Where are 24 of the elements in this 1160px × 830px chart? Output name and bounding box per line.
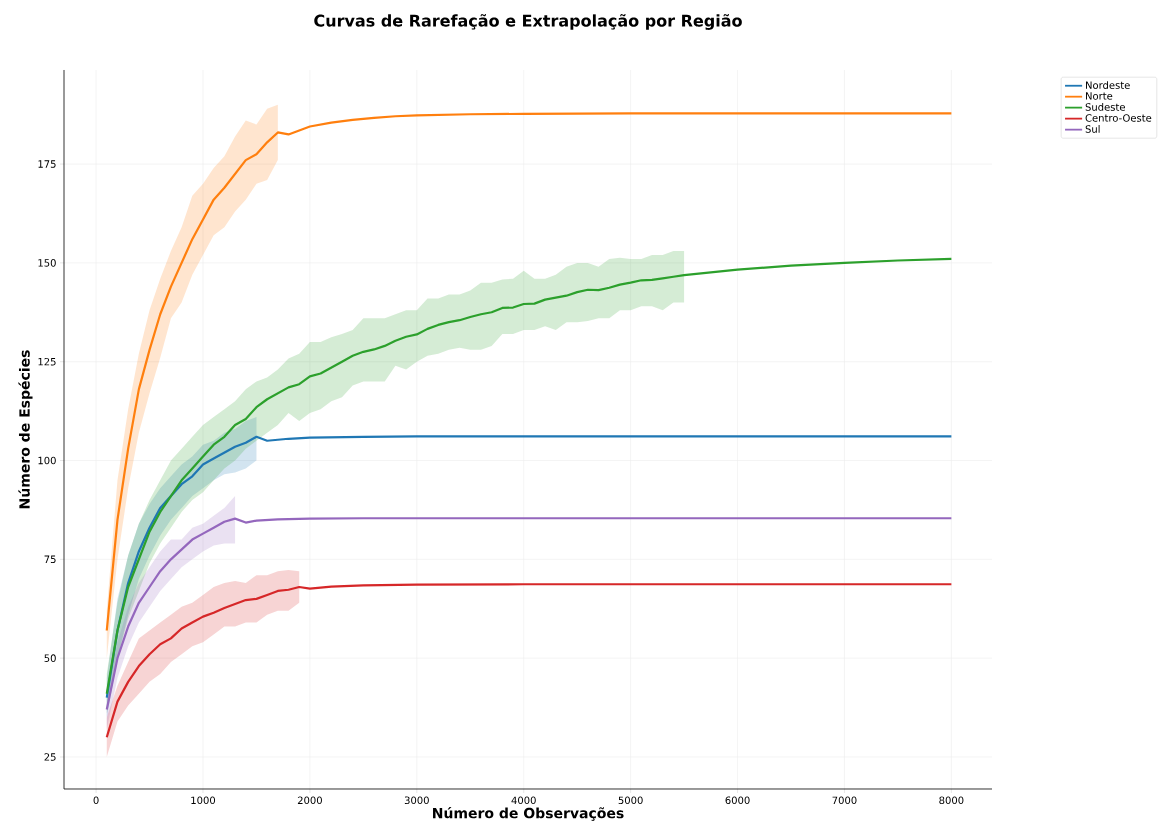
x-tick-label: 5000 [618, 796, 643, 805]
legend-label: Norte [1086, 92, 1113, 100]
y-tick-label: 25 [44, 753, 56, 761]
x-tick-label: 8000 [939, 796, 964, 805]
y-tick-label: 150 [38, 259, 56, 267]
legend-label: Centro-Oeste [1085, 114, 1152, 122]
x-tick-label: 2000 [297, 796, 322, 805]
x-axis-title: Número de Observações [433, 806, 624, 821]
x-tick-label: 6000 [725, 796, 750, 805]
y-tick-label: 175 [38, 160, 56, 168]
legend-label: Sudeste [1085, 103, 1125, 111]
y-tick-label: 100 [38, 456, 56, 465]
x-tick-label: 0 [93, 796, 99, 805]
x-tick-label: 4000 [511, 796, 536, 805]
y-tick-label: 75 [44, 555, 56, 564]
legend-label: Sul [1085, 125, 1100, 133]
legend-label: Nordeste [1086, 81, 1130, 89]
x-tick-label: 1000 [191, 796, 216, 805]
chart-title: Curvas de Rarefação e Extrapolação por Região [314, 14, 742, 30]
y-tick-label: 125 [38, 357, 56, 366]
x-tick-label: 3000 [404, 796, 429, 805]
y-axis-title: Número de Espécies [18, 350, 33, 509]
y-tick-label: 50 [44, 654, 56, 662]
x-tick-label: 7000 [832, 796, 857, 805]
